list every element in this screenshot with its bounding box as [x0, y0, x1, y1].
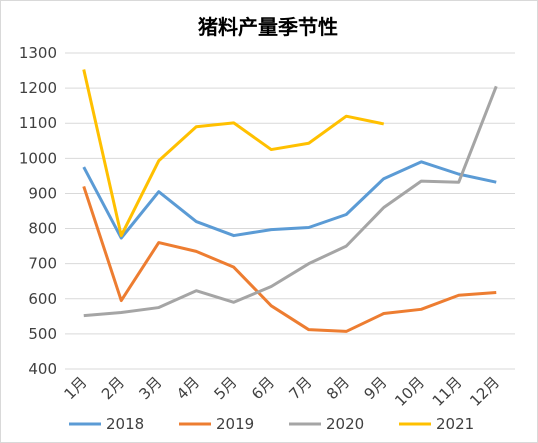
- y-tick-label: 1300: [19, 44, 57, 62]
- y-tick-label: 1100: [19, 114, 57, 132]
- legend-label: 2018: [106, 415, 144, 433]
- legend-label: 2021: [436, 415, 474, 433]
- line-series: [83, 85, 498, 318]
- y-tick-label: 400: [28, 360, 57, 378]
- line-series: [82, 69, 385, 238]
- y-tick-label: 900: [28, 184, 57, 202]
- legend-label: 2020: [326, 415, 364, 433]
- y-tick-label: 600: [28, 290, 57, 308]
- y-tick-label: 500: [28, 325, 57, 343]
- legend-label: 2019: [216, 415, 254, 433]
- chart-title: 猪料产量季节性: [198, 15, 338, 39]
- y-tick-label: 1200: [19, 79, 57, 97]
- y-tick-label: 800: [28, 220, 57, 238]
- y-tick-label: 700: [28, 255, 57, 273]
- line-series: [82, 160, 497, 240]
- line-series: [82, 185, 497, 333]
- y-tick-label: 1000: [19, 149, 57, 167]
